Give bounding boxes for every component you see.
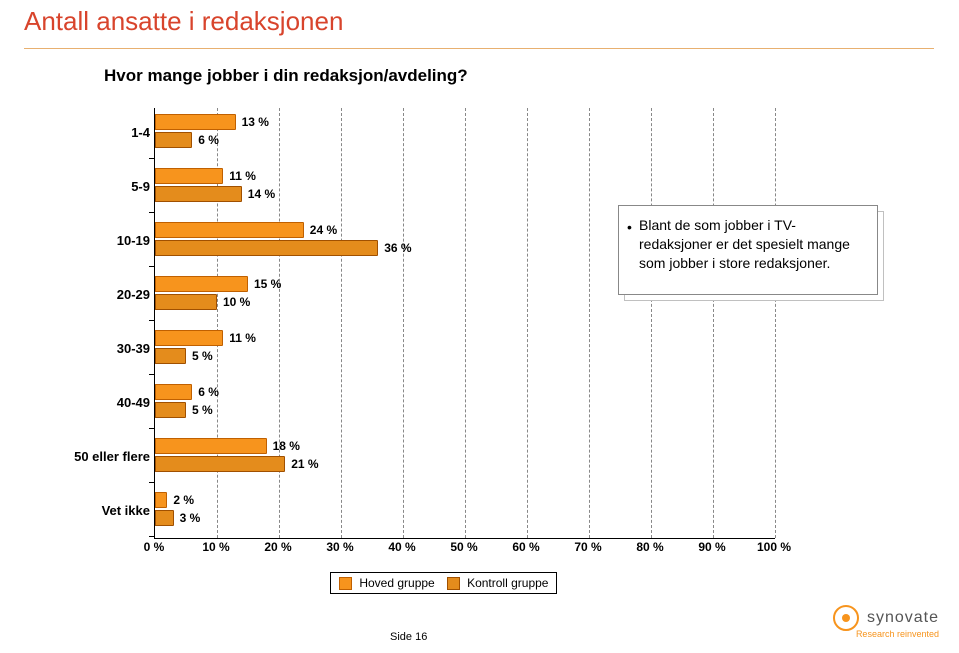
bar-value-label: 3 % xyxy=(180,510,201,526)
gridline xyxy=(403,108,404,538)
bar xyxy=(155,222,304,238)
logo-mark-icon xyxy=(833,605,859,631)
bar xyxy=(155,348,186,364)
axis-tick xyxy=(149,320,155,321)
bar-value-label: 36 % xyxy=(384,240,411,256)
gridline xyxy=(279,108,280,538)
bullet-icon: • xyxy=(627,218,632,237)
axis-tick xyxy=(149,266,155,267)
category-label: 5-9 xyxy=(131,180,150,193)
category-label: 30-39 xyxy=(117,342,150,355)
category-label: Vet ikke xyxy=(102,504,150,517)
bar xyxy=(155,456,285,472)
gridline xyxy=(341,108,342,538)
axis-tick xyxy=(149,374,155,375)
bar-value-label: 5 % xyxy=(192,402,213,418)
bar-value-label: 10 % xyxy=(223,294,250,310)
bar-value-label: 18 % xyxy=(273,438,300,454)
xtick-label: 0 % xyxy=(144,540,165,554)
legend: Hoved gruppe Kontroll gruppe xyxy=(330,572,557,594)
bar xyxy=(155,132,192,148)
bar xyxy=(155,492,167,508)
legend-swatch-b xyxy=(447,577,460,590)
category-label: 20-29 xyxy=(117,288,150,301)
category-label: 40-49 xyxy=(117,396,150,409)
category-label: 50 eller flere xyxy=(74,450,150,463)
bar-value-label: 6 % xyxy=(198,384,219,400)
axis-tick xyxy=(149,482,155,483)
callout-text: Blant de som jobber i TV-redaksjoner er … xyxy=(639,217,850,271)
bar xyxy=(155,276,248,292)
axis-tick xyxy=(149,428,155,429)
bar-value-label: 5 % xyxy=(192,348,213,364)
axis-tick xyxy=(149,158,155,159)
bar-value-label: 24 % xyxy=(310,222,337,238)
plot-area: 13 % 6 % 11 % 14 % 24 % 36 % 15 %10 % 11 % 5 % 6 … xyxy=(154,108,775,539)
legend-swatch-a xyxy=(339,577,352,590)
bar xyxy=(155,402,186,418)
axis-tick xyxy=(149,212,155,213)
bar-value-label: 13 % xyxy=(242,114,269,130)
gridline xyxy=(527,108,528,538)
bar xyxy=(155,330,223,346)
axis-tick xyxy=(149,536,155,537)
bar-value-label: 2 % xyxy=(173,492,194,508)
category-label: 1-4 xyxy=(131,126,150,139)
bar xyxy=(155,168,223,184)
title-underline xyxy=(24,48,934,49)
bar xyxy=(155,186,242,202)
bar xyxy=(155,438,267,454)
bar-value-label: 11 % xyxy=(229,168,256,184)
page-title: Antall ansatte i redaksjonen xyxy=(24,6,343,37)
xtick-label: 100 % xyxy=(757,540,791,554)
page-number: Side 16 xyxy=(390,631,427,643)
xtick-label: 70 % xyxy=(574,540,601,554)
bar xyxy=(155,510,174,526)
xtick-label: 90 % xyxy=(698,540,725,554)
xtick-label: 30 % xyxy=(326,540,353,554)
xtick-label: 80 % xyxy=(636,540,663,554)
category-label: 10-19 xyxy=(117,234,150,247)
legend-item-a: Hoved gruppe xyxy=(339,576,435,590)
bar-chart: 13 % 6 % 11 % 14 % 24 % 36 % 15 %10 % 11 % 5 % 6 … xyxy=(34,108,804,538)
legend-label-a: Hoved gruppe xyxy=(359,576,434,590)
xtick-label: 60 % xyxy=(512,540,539,554)
logo-name: synovate xyxy=(867,609,939,626)
xtick-label: 40 % xyxy=(388,540,415,554)
xtick-label: 10 % xyxy=(202,540,229,554)
gridline xyxy=(589,108,590,538)
gridline xyxy=(775,108,776,538)
bar-value-label: 14 % xyxy=(248,186,275,202)
bar xyxy=(155,384,192,400)
xtick-label: 20 % xyxy=(264,540,291,554)
gridline xyxy=(713,108,714,538)
bar xyxy=(155,240,378,256)
bar xyxy=(155,114,236,130)
logo: synovate Research reinvented xyxy=(833,605,940,639)
callout: • Blant de som jobber i TV-redaksjoner e… xyxy=(618,205,878,295)
bar xyxy=(155,294,217,310)
legend-item-b: Kontroll gruppe xyxy=(447,576,549,590)
chart-question: Hvor mange jobber i din redaksjon/avdeli… xyxy=(104,66,468,86)
gridline xyxy=(651,108,652,538)
bar-value-label: 15 % xyxy=(254,276,281,292)
gridline xyxy=(465,108,466,538)
bar-value-label: 11 % xyxy=(229,330,256,346)
xtick-label: 50 % xyxy=(450,540,477,554)
legend-label-b: Kontroll gruppe xyxy=(467,576,548,590)
bar-value-label: 21 % xyxy=(291,456,318,472)
callout-box: • Blant de som jobber i TV-redaksjoner e… xyxy=(618,205,878,295)
bar-value-label: 6 % xyxy=(198,132,219,148)
